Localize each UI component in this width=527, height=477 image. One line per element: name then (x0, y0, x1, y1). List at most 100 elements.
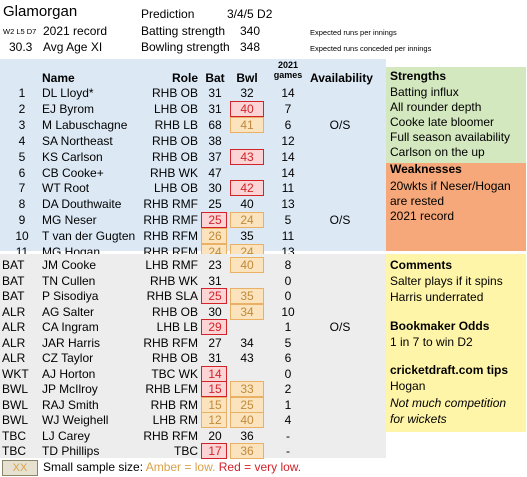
strengths-title: Strengths (390, 69, 447, 83)
player-number: 3 (18, 117, 26, 132)
strength-item: Batting influx (390, 85, 459, 99)
key-legend: Small sample size: Amber = low. Red = ve… (43, 460, 301, 474)
player-bat: 14 (208, 366, 222, 381)
xi-player-row: 6 CB Cooke+ RHB WK 47 14 (0, 165, 386, 181)
w-l-d-label: W2 L5 D7 (3, 27, 37, 36)
bat-sample-highlight (201, 443, 227, 459)
player-name: JP McIlroy (42, 382, 98, 396)
player-number: TBC (2, 428, 26, 443)
player-games: 14 (281, 165, 295, 180)
bat-sample-highlight (201, 288, 227, 304)
avg-age-label: Avg Age XI (43, 40, 103, 54)
strength-item: Carlson on the up (390, 145, 485, 159)
player-name: JAR Harris (42, 335, 101, 350)
xi-player-row: 5 KS Carlson RHB OB 37 43 14 (0, 148, 386, 165)
squad-player-row: BWL RAJ Smith RHB RM 15 25 1 (0, 396, 386, 413)
player-games: 1 (284, 397, 292, 412)
player-role: RHB RFM (143, 335, 198, 350)
player-name: KS Carlson (42, 149, 103, 164)
col-role-header: Role (171, 71, 198, 85)
bat-sample-highlight (201, 212, 227, 229)
player-games: 10 (281, 304, 295, 319)
player-number: 6 (18, 165, 26, 180)
player-bwl: 40 (240, 413, 254, 427)
weaknesses-title: Weaknesses (390, 162, 462, 176)
squad-player-row: BWL JP McIlroy RHB LFM 15 33 2 (0, 381, 386, 397)
player-name: CZ Taylor (42, 351, 94, 365)
player-role: RHB SLA (146, 289, 198, 303)
bwl-sample-highlight (230, 412, 264, 428)
weakness-item: are rested (390, 194, 445, 208)
player-role: LHB RMF (145, 258, 198, 272)
col-availability-header: Availability (310, 71, 373, 85)
player-role: RHB LB (154, 117, 198, 132)
bowling-strength-label: Bowling strength (141, 40, 230, 54)
player-bwl: 36 (240, 428, 254, 443)
player-number: TBC (2, 444, 26, 458)
player-games: 5 (284, 335, 292, 350)
avg-age-value: 30.3 (9, 40, 33, 54)
player-bat: 17 (208, 444, 222, 458)
player-name: DA Douthwaite (42, 197, 122, 212)
player-name: TD Phillips (42, 444, 100, 458)
comment-item: Salter plays if it spins (390, 274, 503, 288)
bwl-sample-highlight (230, 180, 264, 197)
bowling-note: Expected runs conceded per innings (310, 44, 432, 53)
bwl-sample-highlight (230, 116, 264, 133)
player-games: 14 (281, 149, 295, 164)
player-bat: 23 (208, 258, 222, 272)
strength-item: All rounder depth (390, 100, 482, 114)
player-bwl: 24 (240, 213, 254, 228)
player-number: ALR (2, 351, 26, 365)
tips-note: for wickets (390, 412, 447, 426)
tips-title: cricketdraft.com tips (390, 363, 509, 377)
key-amber-label: Amber = low. (145, 460, 216, 474)
player-availability: O/S (329, 117, 351, 132)
player-bat: 25 (208, 213, 222, 228)
player-bat: 31 (208, 273, 222, 288)
xi-player-row: 3 M Labuschagne RHB LB 68 41 6 O/S (0, 116, 386, 133)
player-role: RHB RM (150, 397, 198, 412)
squad-player-row: BWL WJ Weighell LHB RM 12 40 4 (0, 412, 386, 428)
bookmaker-title: Bookmaker Odds (390, 319, 490, 333)
player-role: RHB RFM (143, 229, 198, 244)
player-role: RHB RMF (143, 213, 198, 228)
bwl-sample-highlight (230, 212, 264, 229)
player-name: SA Northeast (42, 133, 113, 148)
squad-player-row: BAT P Sisodiya RHB SLA 25 35 0 (0, 288, 386, 304)
player-name: P Sisodiya (42, 289, 99, 303)
player-bwl: 41 (240, 117, 254, 132)
key-red-label: Red = very low. (218, 460, 302, 474)
player-bat: 25 (208, 197, 222, 212)
player-number: 1 (18, 86, 26, 100)
xi-player-row: 2 EJ Byrom LHB OB 31 40 7 (0, 100, 386, 117)
xi-player-row: 1 DL Lloyd* RHB OB 31 32 14 (0, 85, 386, 101)
player-games: 0 (284, 366, 292, 381)
xi-player-row: 7 WT Root LHB OB 30 42 11 (0, 180, 386, 197)
squad-player-row: ALR CA Ingram LHB LB 29 1 O/S (0, 319, 386, 335)
player-bwl: 35 (240, 229, 254, 244)
player-role: LHB OB (153, 181, 198, 196)
strength-item: Cooke late bloomer (390, 115, 495, 129)
batting-strength-label: Batting strength (141, 24, 226, 38)
squad-player-row: BAT JM Cooke LHB RMF 23 40 8 (0, 257, 386, 273)
col-bwl-header: Bwl (236, 71, 258, 85)
player-name: AG Salter (42, 304, 95, 319)
player-name: M Labuschagne (42, 117, 128, 132)
xi-panel: Name Role Bat Bwl 2021 games Availabilit… (0, 59, 386, 260)
weakness-item: 2021 record (390, 209, 455, 223)
col-games-header: games (273, 70, 303, 80)
player-games: 0 (284, 289, 292, 303)
player-bat: 31 (208, 86, 222, 100)
player-games: 5 (284, 213, 292, 228)
player-role: RHB OB (151, 304, 198, 319)
player-games: 14 (281, 86, 295, 100)
bwl-sample-highlight (230, 100, 264, 117)
player-name: JM Cooke (42, 258, 97, 272)
comment-item: Harris underrated (390, 290, 484, 304)
player-name: MG Neser (42, 213, 97, 228)
tips-note: Not much competition (390, 396, 507, 410)
player-role: LHB LB (156, 320, 198, 334)
player-games: 0 (284, 273, 292, 288)
col-games-header-year: 2021 (277, 60, 299, 70)
